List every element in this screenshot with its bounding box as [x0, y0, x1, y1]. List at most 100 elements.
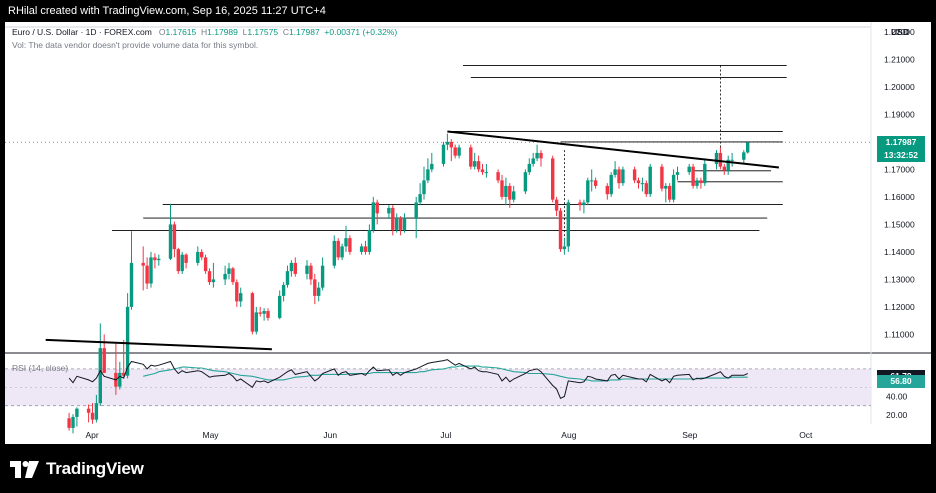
candle-body-up[interactable] — [157, 258, 161, 261]
candle-body-up[interactable] — [730, 159, 734, 161]
candle-body-down[interactable] — [207, 271, 212, 283]
candle-body-up[interactable] — [590, 180, 594, 182]
currency-label[interactable]: USD — [891, 27, 909, 37]
candle-body-up[interactable] — [746, 142, 750, 153]
candle-body-down[interactable] — [200, 251, 204, 258]
candle-body-down[interactable] — [480, 169, 485, 173]
candle-body-up[interactable] — [281, 284, 286, 296]
candle-body-up[interactable] — [441, 144, 446, 164]
candle-body-up[interactable] — [387, 207, 391, 214]
candle-body-down[interactable] — [476, 161, 481, 170]
candle-body-down[interactable] — [122, 372, 126, 376]
candle-body-up[interactable] — [523, 172, 528, 192]
candle-body-up[interactable] — [320, 265, 325, 288]
candle-body-down[interactable] — [551, 158, 555, 200]
candle-body-down[interactable] — [86, 408, 91, 413]
candle-body-up[interactable] — [484, 172, 489, 174]
candle-body-up[interactable] — [640, 183, 645, 185]
candle-body-up[interactable] — [180, 254, 184, 272]
candle-body-up[interactable] — [211, 279, 216, 283]
candle-body-up[interactable] — [196, 251, 200, 263]
candle-body-up[interactable] — [687, 166, 691, 173]
candle-body-up[interactable] — [613, 169, 617, 175]
chart-canvas[interactable]: 1.11000 1.12000 1.13000 1.14000 1.15000 1.160… — [5, 22, 931, 444]
trendline[interactable] — [45, 338, 272, 351]
candle-body-up[interactable] — [582, 202, 586, 206]
candle-body-up[interactable] — [239, 293, 243, 302]
candle-body-up[interactable] — [285, 271, 290, 285]
candle-body-down[interactable] — [102, 348, 106, 373]
candle-body-up[interactable] — [742, 152, 746, 160]
candle-body-down[interactable] — [691, 166, 695, 186]
candle-body-up[interactable] — [527, 163, 531, 173]
candle-body-down[interactable] — [235, 282, 239, 302]
candle-body-up[interactable] — [675, 172, 680, 175]
candle-body-down[interactable] — [508, 185, 512, 200]
candle-body-up[interactable] — [332, 240, 336, 266]
candle-body-up[interactable] — [289, 262, 294, 272]
candle-body-up[interactable] — [129, 262, 134, 307]
candle-body-down[interactable] — [184, 254, 188, 263]
candle-body-down[interactable] — [391, 207, 395, 230]
candle-body-down[interactable] — [469, 147, 473, 167]
candle-body-up[interactable] — [671, 174, 676, 200]
candle-body-down[interactable] — [558, 210, 563, 250]
candle-body-up[interactable] — [414, 202, 418, 219]
candle-body-up[interactable] — [586, 180, 590, 203]
candle-body-up[interactable] — [118, 372, 122, 387]
candle-body-down[interactable] — [636, 180, 641, 184]
candle-body-up[interactable] — [504, 185, 508, 197]
candle-body-down[interactable] — [67, 418, 71, 428]
candle-body-up[interactable] — [344, 238, 348, 247]
candle-body-up[interactable] — [278, 295, 282, 318]
candle-body-down[interactable] — [203, 257, 208, 272]
candle-body-up[interactable] — [562, 246, 567, 250]
candle-body-up[interactable] — [512, 191, 516, 200]
candle-body-up[interactable] — [395, 218, 399, 230]
candle-body-up[interactable] — [168, 224, 173, 259]
candle-body-down[interactable] — [554, 199, 559, 211]
candle-body-down[interactable] — [722, 166, 726, 171]
candle-body-down[interactable] — [348, 238, 352, 252]
candle-body-down[interactable] — [176, 249, 180, 272]
candle-body-up[interactable] — [94, 403, 99, 420]
candle-body-up[interactable] — [726, 159, 730, 171]
candle-body-down[interactable] — [578, 202, 582, 206]
candle-body-up[interactable] — [695, 180, 699, 186]
candle-body-up[interactable] — [149, 257, 153, 284]
candle-body-up[interactable] — [473, 161, 477, 167]
candle-body-up[interactable] — [664, 185, 668, 189]
candle-body-up[interactable] — [402, 218, 407, 230]
candle-body-up[interactable] — [445, 141, 450, 145]
candle-body-up[interactable] — [714, 152, 719, 164]
trendline[interactable] — [447, 130, 780, 169]
candle-body-up[interactable] — [371, 202, 375, 230]
candle-body-down[interactable] — [250, 293, 255, 332]
candle-body-up[interactable] — [535, 152, 539, 159]
candle-body-down[interactable] — [632, 169, 637, 181]
candle-body-up[interactable] — [367, 229, 372, 252]
candle-body-up[interactable] — [430, 163, 434, 170]
candle-body-down[interactable] — [539, 152, 543, 159]
candle-body-down[interactable] — [145, 265, 149, 284]
candle-body-up[interactable] — [566, 202, 570, 247]
candle-body-down[interactable] — [231, 268, 235, 283]
candle-body-up[interactable] — [227, 268, 231, 274]
candle-body-down[interactable] — [398, 218, 403, 230]
candle-body-down[interactable] — [309, 265, 313, 280]
candle-body-up[interactable] — [254, 312, 258, 332]
candle-body-down[interactable] — [153, 257, 157, 261]
candle-body-up[interactable] — [426, 169, 430, 181]
candle-body-up[interactable] — [621, 169, 625, 184]
candle-body-down[interactable] — [718, 152, 723, 167]
candle-body-down[interactable] — [90, 412, 95, 420]
candle-body-down[interactable] — [363, 246, 368, 252]
candle-body-up[interactable] — [223, 273, 227, 280]
candle-body-up[interactable] — [648, 166, 652, 195]
candle-body-up[interactable] — [422, 180, 426, 195]
candle-body-down[interactable] — [313, 279, 317, 296]
candle-body-down[interactable] — [449, 141, 453, 148]
candle-body-up[interactable] — [359, 246, 364, 252]
candle-body-up[interactable] — [71, 416, 75, 428]
candle-body-down[interactable] — [605, 185, 609, 195]
